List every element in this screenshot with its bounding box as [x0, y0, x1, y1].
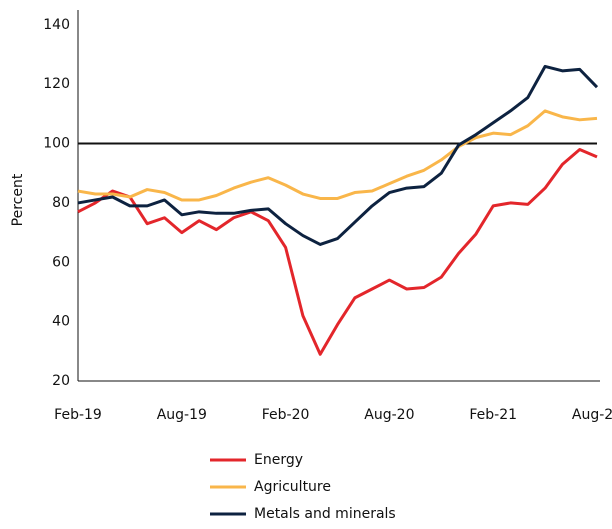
y-tick-label: 40 — [52, 314, 70, 330]
y-tick-label: 20 — [52, 373, 70, 389]
legend-label: Agriculture — [254, 479, 331, 495]
line-series — [77, 147, 598, 356]
legend-label: Energy — [254, 452, 303, 468]
y-tick-label: 60 — [52, 254, 70, 270]
x-tick-label: Feb-19 — [54, 407, 102, 423]
y-tick-label: 140 — [43, 17, 70, 33]
x-tick-label: Feb-20 — [262, 407, 310, 423]
y-tick-label: 100 — [43, 136, 70, 152]
x-tick-label: Feb-21 — [469, 407, 517, 423]
line-series — [77, 109, 598, 202]
x-tick-label: Aug-19 — [157, 407, 207, 423]
x-tick-label: Aug-21 — [572, 407, 612, 423]
x-tick-label: Aug-20 — [364, 407, 414, 423]
legend-label: Metals and minerals — [254, 506, 396, 522]
y-axis-label: Percent — [10, 173, 26, 226]
line-series — [77, 64, 599, 246]
y-tick-label: 80 — [52, 195, 70, 211]
y-tick-label: 120 — [43, 76, 70, 92]
